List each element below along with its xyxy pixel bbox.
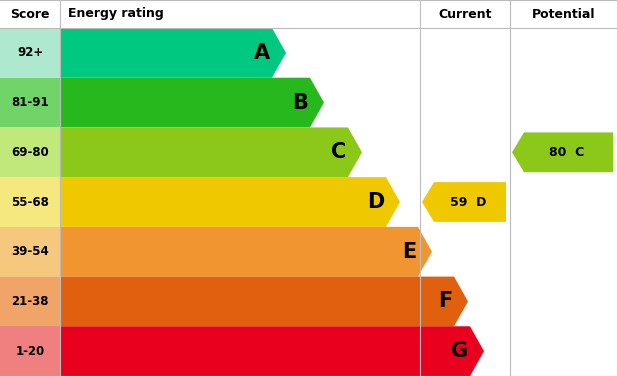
- Text: 92+: 92+: [17, 46, 43, 59]
- Text: G: G: [451, 341, 468, 361]
- Bar: [0, 227, 60, 277]
- Text: Score: Score: [10, 8, 50, 21]
- Polygon shape: [60, 227, 432, 277]
- Polygon shape: [60, 177, 400, 227]
- Polygon shape: [60, 127, 362, 177]
- Text: A: A: [254, 43, 270, 63]
- Text: E: E: [402, 242, 416, 262]
- Polygon shape: [512, 132, 613, 172]
- Bar: [0, 78, 60, 127]
- Bar: [0, 177, 60, 227]
- Bar: [0, 127, 60, 177]
- Text: Potential: Potential: [532, 8, 595, 21]
- Text: Current: Current: [438, 8, 492, 21]
- Bar: [0, 28, 60, 78]
- Text: 55-68: 55-68: [11, 196, 49, 209]
- Text: B: B: [292, 92, 308, 112]
- Polygon shape: [60, 277, 468, 326]
- Text: Energy rating: Energy rating: [68, 8, 164, 21]
- Polygon shape: [60, 326, 484, 376]
- Text: D: D: [366, 192, 384, 212]
- Text: 1-20: 1-20: [15, 345, 44, 358]
- Polygon shape: [60, 78, 324, 127]
- Polygon shape: [422, 182, 506, 222]
- Bar: [0, 277, 60, 326]
- Text: F: F: [437, 291, 452, 311]
- Text: 80  C: 80 C: [549, 146, 584, 159]
- Text: 59  D: 59 D: [450, 196, 486, 209]
- Text: 21-38: 21-38: [11, 295, 49, 308]
- Bar: [0, 326, 60, 376]
- Text: 39-54: 39-54: [11, 245, 49, 258]
- Text: C: C: [331, 142, 346, 162]
- Text: 81-91: 81-91: [11, 96, 49, 109]
- Polygon shape: [60, 28, 286, 78]
- Text: 69-80: 69-80: [11, 146, 49, 159]
